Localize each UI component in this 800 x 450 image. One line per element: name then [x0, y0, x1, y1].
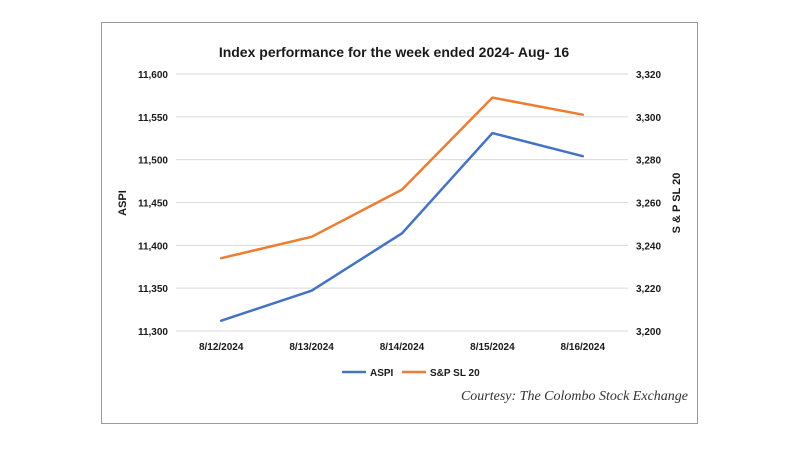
left-tick-label: 11,450 [138, 199, 168, 210]
x-tick-label: 8/13/2024 [289, 342, 334, 353]
series-line-snp-sl20 [219, 96, 585, 260]
gridlines [176, 73, 628, 332]
right-axis-label: S & P SL 20 [671, 173, 683, 234]
x-tick-label: 8/12/2024 [199, 342, 244, 353]
legend: ASPI S&P SL 20 [342, 368, 480, 379]
left-tick-label: 11,550 [138, 113, 168, 124]
legend-label: ASPI [370, 368, 394, 379]
left-axis-ticks: 11,300 11,350 11,400 11,450 11,500 11,550 11,6… [138, 70, 168, 338]
x-tick-label: 8/16/2024 [561, 342, 606, 353]
series-lines [219, 96, 585, 322]
legend-label: S&P SL 20 [430, 368, 480, 379]
left-tick-label: 11,500 [138, 156, 168, 167]
right-tick-label: 3,280 [636, 156, 661, 167]
right-tick-label: 3,300 [636, 113, 661, 124]
x-tick-label: 8/15/2024 [470, 342, 515, 353]
series-line-aspi [219, 131, 585, 322]
courtesy-note: Courtesy: The Colombo Stock Exchange [460, 389, 688, 404]
right-tick-label: 3,200 [636, 327, 661, 338]
left-tick-label: 11,300 [138, 327, 168, 338]
left-tick-label: 11,350 [138, 284, 168, 295]
x-axis-ticks: 8/12/2024 8/13/2024 8/14/2024 8/15/2024 8/16… [199, 342, 606, 353]
left-axis-label: ASPI [117, 190, 129, 216]
left-tick-label: 11,600 [138, 70, 168, 81]
chart-title: Index performance for the week ended 202… [219, 44, 570, 60]
chart-frame [101, 22, 698, 424]
x-tick-label: 8/14/2024 [380, 342, 425, 353]
right-tick-label: 3,260 [636, 199, 661, 210]
right-tick-label: 3,220 [636, 284, 661, 295]
left-tick-label: 11,400 [138, 241, 168, 252]
right-tick-label: 3,240 [636, 241, 661, 252]
right-tick-label: 3,320 [636, 70, 661, 81]
right-axis-ticks: 3,200 3,220 3,240 3,260 3,280 3,300 3,320 [636, 70, 661, 338]
